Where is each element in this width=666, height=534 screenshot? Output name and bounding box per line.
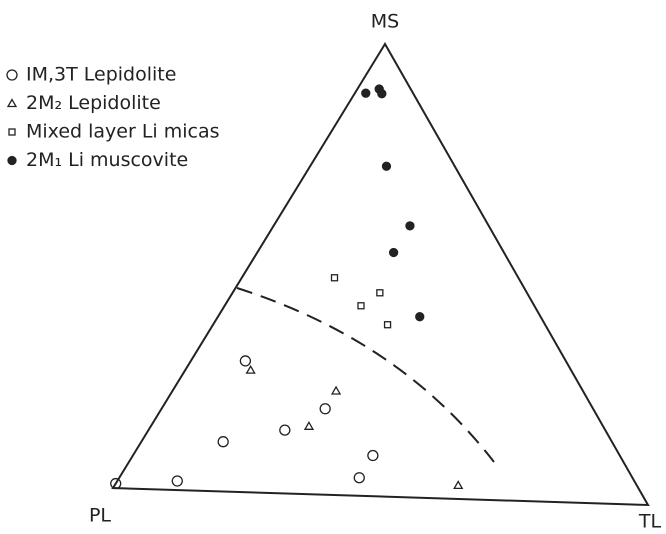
circle-marker	[239, 355, 252, 367]
triangle-frame	[111, 42, 650, 507]
triangle-marker	[245, 364, 256, 374]
triangle-marker	[453, 480, 464, 490]
square-marker	[8, 128, 16, 136]
boundary-curve	[236, 287, 495, 463]
legend-label: Mixed layer Li micas	[26, 121, 220, 143]
dot-marker	[405, 221, 415, 231]
corner-label: MS	[371, 11, 399, 33]
circle-marker	[353, 472, 365, 484]
corner-label: TL	[638, 511, 662, 533]
dot-marker	[415, 312, 425, 322]
dot-marker	[377, 89, 387, 99]
circle-marker	[367, 449, 379, 462]
dot-marker	[381, 161, 392, 171]
dot-marker	[388, 247, 399, 258]
dot-marker	[361, 88, 371, 98]
triangle-marker	[303, 421, 315, 430]
circle-marker	[171, 475, 183, 487]
square-marker	[383, 321, 392, 329]
circle-marker	[217, 436, 229, 448]
corner-label: PL	[89, 505, 111, 527]
legend-label: 2M₂ Lepidolite	[26, 92, 161, 114]
circle-marker	[110, 477, 122, 490]
circle-marker	[6, 69, 18, 81]
triangle-marker	[6, 98, 18, 108]
square-marker	[376, 289, 384, 297]
circle-marker	[319, 403, 331, 415]
square-marker	[357, 302, 365, 310]
legend-label: 2M₁ Li muscovite	[26, 149, 188, 171]
square-marker	[330, 274, 339, 282]
triangle-marker	[330, 385, 342, 395]
circle-marker	[279, 424, 291, 436]
dot-marker	[7, 155, 17, 166]
legend-label: IM,3T Lepidolite	[26, 64, 176, 86]
